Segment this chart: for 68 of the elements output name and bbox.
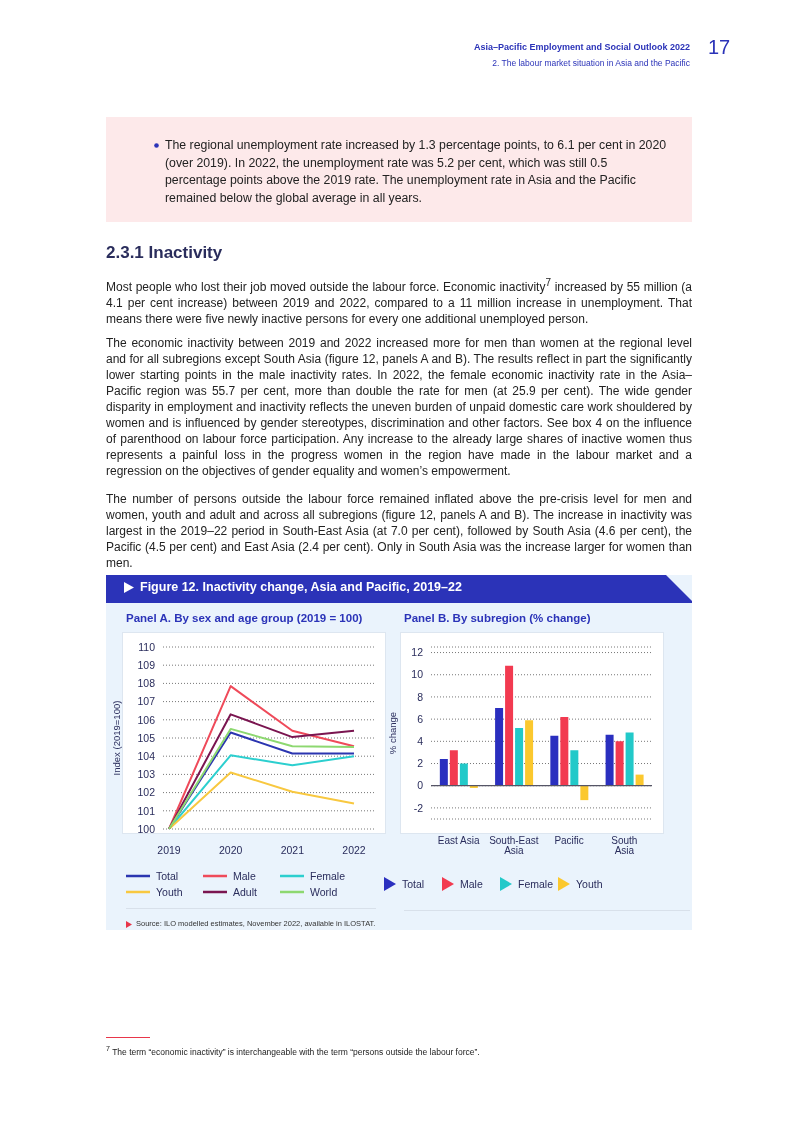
x-tick-label: Pacific: [554, 835, 584, 847]
legend-label: Total: [156, 870, 179, 882]
y-tick-label: 106: [137, 713, 156, 726]
x-tick-label: South-East Asia: [489, 835, 539, 857]
y-tick-label: 110: [138, 640, 156, 653]
bar: [580, 785, 589, 801]
y-tick-label: 108: [137, 677, 156, 690]
bar: [505, 665, 514, 786]
legend-label: Adult: [233, 886, 257, 898]
bar: [615, 741, 624, 786]
y-tick-label: 12: [411, 646, 424, 659]
legend-label: Male: [460, 878, 483, 890]
y-tick-label: 109: [137, 658, 156, 671]
x-tick-label: 2020: [218, 844, 243, 857]
bar: [560, 716, 569, 786]
legend-label: Youth: [156, 886, 183, 898]
legend-label: Youth: [576, 878, 603, 890]
y-tick-label: 100: [137, 822, 156, 835]
text: Most people who lost their job moved outside the labour force. Economic inactivity$^{7}$ increased by 55 million (a 4.1 per cent increase) between 2019 and 2022, compared to a 11 million increase in unemployment. That means there were five newly inactive persons for every one additional unemployed person.: [106, 277, 692, 326]
x-tick-label: 2022: [342, 844, 366, 857]
bar: [550, 735, 559, 786]
legend-label: World: [310, 886, 338, 898]
legend-label: Total: [402, 878, 425, 890]
y-tick-label: 105: [137, 731, 156, 744]
y-tick-label: -2: [413, 801, 424, 814]
y-tick-label: 0: [417, 779, 424, 792]
bar: [439, 759, 448, 786]
line-series: [168, 771, 355, 829]
bar: [459, 763, 468, 786]
y-tick-label: 10: [411, 668, 424, 681]
y-tick-label: 103: [137, 768, 156, 781]
text: Asia–Pacific Employment and Social Outlook 2022: [473, 42, 690, 52]
y-tick-label: 6: [417, 712, 424, 725]
y-tick-label: 101: [137, 804, 156, 817]
x-tick-label: East Asia: [437, 835, 480, 847]
text: 17: [708, 36, 731, 58]
y-axis-title: % change: [387, 711, 399, 755]
y-tick-label: 2: [417, 757, 424, 770]
y-tick-label: 8: [417, 690, 424, 703]
text: The number of persons outside the labour force remained inflated above the pre-crisis level for men and women, youth and adult and across all subregions (figure 12, panels A and B). The increase in inactivity was largest in the 2019–22 period in South-East Asia (at 7.0 per cent), followed by South Asia (4.6 per cent), the Pacific (4.5 per cent) and East Asia (2.4 per cent). Only in South Asia was the increase larger for women than men.: [106, 492, 692, 570]
y-tick-label: 107: [137, 695, 156, 708]
y-tick-label: 104: [137, 749, 156, 762]
legend-label: Female: [310, 870, 346, 882]
bar: [495, 708, 504, 786]
text: 2. The labour market situation in Asia and the Pacific: [492, 58, 690, 68]
x-tick-label: South Asia: [611, 835, 638, 857]
bar: [449, 750, 458, 786]
y-axis-title: Index (2019=100): [111, 700, 123, 776]
y-tick-label: 4: [417, 735, 424, 748]
x-tick-label: 2019: [157, 844, 181, 857]
caption: Figure 12. Inactivity change, Asia and Pacific, 2019–22: [140, 580, 462, 594]
text: The regional unemployment rate increased by 1.3 percentage points, to 6.1 per cent in 2020 (over 2019). In 2022, the unemployment rate was 5.2 per cent, which was still 0.5 percentage points above the 2019 rate. The unemployment rate in Asia and the Pacific remained below the global average in all years.: [165, 138, 667, 205]
chart-title: Panel A. By sex and age group (2019 = 100): [126, 612, 364, 624]
y-tick-label: 102: [137, 786, 156, 799]
legend-label: Male: [233, 870, 256, 882]
text: $^{7}$ The term “economic inactivity” is interchangeable with the term “persons outside the labour force”.: [106, 1045, 480, 1057]
chart-title: Panel B. By subregion (% change): [404, 612, 592, 624]
bar: [525, 720, 534, 786]
text: The economic inactivity between 2019 and 2022 increased more for men than women at the regional level and for all subregions except South Asia (figure 12, panels A and B). The results reflect in part the significantly lower starting points in the male inactivity rates. In 2022, the female economic inactivity rate in the Asia–Pacific region was 55.7 per cent, more than double the rate for men (at 25.9 per cent). The wide gender disparity in employment and inactivity reflects the uneven burden of unpaid domestic care work shouldered by women and is influenced by gender stereotypes, discrimination and other factors. See box 4 on the influence of parenthood on labour force participation. Any increase to the already large shares of inactive women thus represents a painful loss in the progress women in the region have made in the labour market and a regression on the objectives of gender equality and women’s empowerment.: [106, 336, 692, 478]
bar: [515, 728, 524, 786]
bar: [625, 732, 634, 786]
legend-label: Female: [518, 878, 554, 890]
line-series: [168, 685, 355, 829]
bar: [605, 734, 614, 786]
x-tick-label: 2021: [280, 844, 305, 857]
bar: [635, 774, 644, 786]
text: 2.3.1 Inactivity: [106, 243, 223, 262]
bar: [570, 750, 579, 786]
